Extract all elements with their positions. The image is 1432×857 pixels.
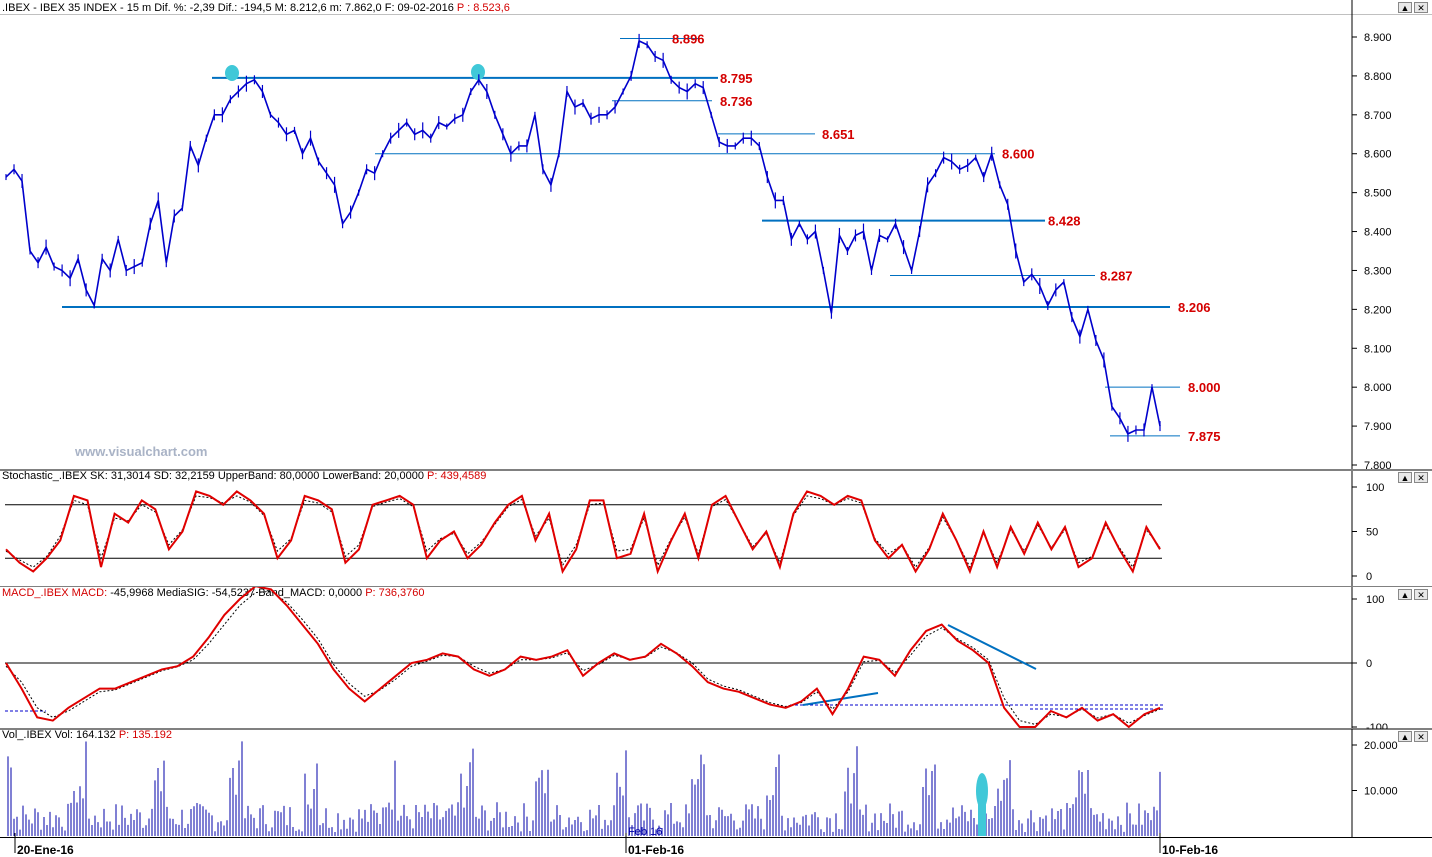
x-tick-label: 01-Feb-16: [628, 843, 684, 857]
close-button[interactable]: ✕: [1414, 731, 1428, 742]
level-label: 8.206: [1178, 300, 1211, 315]
stoch-sk-line: [5, 490, 1161, 575]
x-overlay-label: Feb 16: [628, 826, 662, 838]
y-tick-label: 8.400: [1364, 227, 1392, 239]
y-tick-label: 8.900: [1364, 32, 1392, 44]
price-last: P : 8.523,6: [456, 2, 510, 14]
macd-controls: ▲ ✕: [1398, 589, 1428, 600]
y-tick-label: 8.100: [1364, 343, 1392, 355]
window-controls: ▲ ✕: [1398, 2, 1428, 13]
price-pane: .IBEX - IBEX 35 INDEX - 15 m Dif. %: -2,…: [0, 0, 1432, 470]
level-label: 7.875: [1188, 429, 1221, 444]
vol-controls: ▲ ✕: [1398, 731, 1428, 742]
level-label: 8.651: [822, 127, 855, 142]
macd-header: MACD_.IBEX MACD: -45,9968 MediaSIG: -54,…: [2, 587, 425, 600]
level-label: 8.600: [1002, 147, 1035, 162]
macd-chart[interactable]: 100 0 -100: [0, 587, 1432, 729]
y-tick-label: 100: [1366, 594, 1384, 606]
level-label: 8.736: [720, 94, 753, 109]
y-tick-label: 8.600: [1364, 149, 1392, 161]
y-tick-label: 7.800: [1364, 460, 1392, 470]
price-chart[interactable]: 8.900 8.800 8.700 8.600 8.500 8.400 8.300 8.200…: [0, 0, 1432, 470]
stoch-sd-line: [5, 495, 1161, 569]
macd-last: P: 736,3760: [365, 587, 425, 599]
volume-highlight: [978, 791, 986, 836]
stoch-controls: ▲ ✕: [1398, 472, 1428, 483]
y-tick-label: 8.200: [1364, 304, 1392, 316]
y-tick-label: 50: [1366, 527, 1378, 539]
close-button[interactable]: ✕: [1414, 589, 1428, 600]
price-header: .IBEX - IBEX 35 INDEX - 15 m Dif. %: -2,…: [2, 2, 510, 15]
volume-pane: ▲ ✕ Vol_.IBEX Vol: 164.132 P: 135.192 20…: [0, 729, 1432, 857]
y-tick-label: 8.300: [1364, 265, 1392, 277]
macd-pane: ▲ ✕ MACD_.IBEX MACD: -45,9968 MediaSIG: …: [0, 587, 1432, 729]
y-tick-label: 0: [1366, 571, 1372, 583]
y-tick-label: -100: [1366, 722, 1388, 729]
y-tick-label: 0: [1366, 658, 1372, 670]
maximize-button[interactable]: ▲: [1398, 731, 1412, 742]
macd-label: MACD_.IBEX MACD:: [2, 587, 108, 599]
macd-line: [5, 587, 1161, 729]
x-tick-label: 20-Ene-16: [17, 843, 74, 857]
close-button[interactable]: ✕: [1414, 472, 1428, 483]
stoch-last: P: 439,4589: [427, 470, 487, 482]
y-tick-label: 8.000: [1364, 382, 1392, 394]
y-tick-label: 100: [1366, 482, 1384, 494]
highlight-marker: [225, 65, 239, 81]
level-label: 8.428: [1048, 214, 1081, 229]
y-tick-label: 20.000: [1364, 740, 1398, 752]
macd-info: -45,9968 MediaSIG: -54,5237 Band_MACD: 0…: [110, 587, 363, 599]
maximize-button[interactable]: ▲: [1398, 589, 1412, 600]
maximize-button[interactable]: ▲: [1398, 2, 1412, 13]
maximize-button[interactable]: ▲: [1398, 472, 1412, 483]
stochastic-pane: ▲ ✕ Stochastic_.IBEX SK: 31,3014 SD: 32,…: [0, 470, 1432, 587]
x-tick-label: 10-Feb-16: [1162, 843, 1218, 857]
level-label: 8.000: [1188, 380, 1221, 395]
volume-chart[interactable]: 20.000 10.000 20-Ene-16 01-Feb-16 10-Feb-16 F…: [0, 729, 1432, 857]
price-symbol: .IBEX - IBEX 35 INDEX -: [2, 2, 124, 14]
highlight-marker: [471, 64, 485, 80]
y-tick-label: 8.500: [1364, 188, 1392, 200]
vol-last: P: 135.192: [118, 729, 173, 741]
price-info: 15 m Dif. %: -2,39 Dif.: -194,5 M: 8.212…: [126, 2, 454, 14]
y-tick-label: 7.900: [1364, 421, 1392, 433]
trend-line: [947, 624, 1037, 670]
watermark: www.visualchart.com: [75, 444, 208, 459]
stochastic-chart[interactable]: 100 50 0: [0, 470, 1432, 587]
level-label: 8.795: [720, 71, 753, 86]
stoch-info: Stochastic_.IBEX SK: 31,3014 SD: 32,2159…: [2, 470, 424, 482]
vol-header: Vol_.IBEX Vol: 164.132 P: 135.192: [2, 729, 172, 742]
vol-info: Vol_.IBEX Vol: 164.132: [2, 729, 116, 741]
close-button[interactable]: ✕: [1414, 2, 1428, 13]
level-label: 8.287: [1100, 269, 1133, 284]
y-tick-label: 8.800: [1364, 71, 1392, 83]
level-label: 8.896: [672, 32, 705, 47]
stoch-header: Stochastic_.IBEX SK: 31,3014 SD: 32,2159…: [2, 470, 486, 483]
y-tick-label: 10.000: [1364, 786, 1398, 798]
y-tick-label: 8.700: [1364, 110, 1392, 122]
trend-line: [802, 692, 879, 706]
macd-signal-line: [5, 590, 1161, 725]
